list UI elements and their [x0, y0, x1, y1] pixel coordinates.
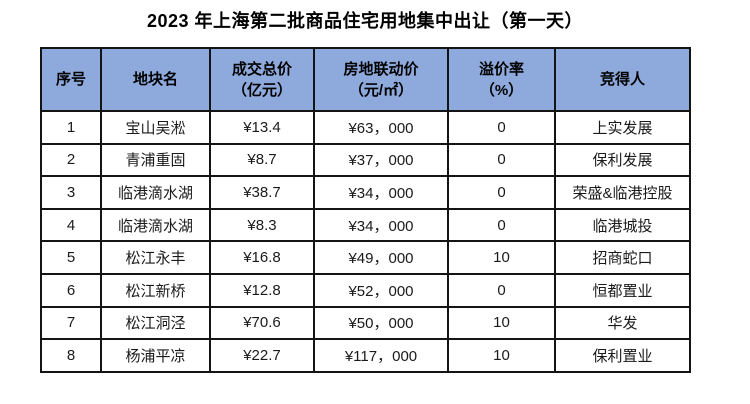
table-row: 2 青浦重固 ¥8.7 ¥37，000 0 保利发展 — [40, 142, 691, 178]
cell-no: 6 — [40, 272, 102, 308]
cell-linked-price: ¥49，000 — [313, 240, 449, 275]
table-body: 1 宝山吴淞 ¥13.4 ¥63，000 0 上实发展 2 青浦重固 ¥8.7 ¥37，000 0 保… — [40, 110, 691, 373]
column-header-plot-name: 地块名 — [100, 47, 211, 112]
table-row: 4 临港滴水湖 ¥8.3 ¥34，000 0 临港城投 — [40, 207, 691, 243]
column-header-label: 序号 — [55, 71, 86, 88]
cell-winner: 保利发展 — [554, 142, 691, 178]
column-header-label: 地块名 — [132, 71, 178, 88]
column-header-unit: （%） — [479, 81, 524, 99]
cell-premium-rate: 10 — [447, 305, 556, 341]
page-title: 2023 年上海第二批商品住宅用地集中出让（第一天） — [146, 11, 584, 31]
cell-plot-name: 松江新桥 — [100, 272, 211, 308]
cell-total-price: ¥22.7 — [209, 338, 315, 373]
cell-no: 5 — [40, 240, 102, 275]
cell-total-price: ¥8.7 — [209, 142, 315, 178]
cell-no: 4 — [40, 207, 102, 243]
cell-plot-name: 松江洞泾 — [100, 305, 211, 341]
cell-plot-name: 宝山吴淞 — [100, 110, 211, 145]
column-header-label: 成交总价 — [231, 60, 292, 78]
cell-winner: 荣盛&临港控股 — [554, 175, 691, 210]
cell-plot-name: 杨浦平凉 — [100, 338, 211, 373]
column-header-unit: （元/㎡） — [348, 81, 414, 99]
column-header-unit: （亿元） — [231, 81, 292, 99]
cell-premium-rate: 0 — [447, 142, 556, 178]
table-header: 序号 地块名 成交总价 （亿元） 房地联动价 （元/㎡） 溢价率 （%） 竞得人 — [40, 47, 691, 112]
header-row: 序号 地块名 成交总价 （亿元） 房地联动价 （元/㎡） 溢价率 （%） 竞得人 — [40, 47, 691, 112]
cell-total-price: ¥38.7 — [209, 175, 315, 210]
cell-premium-rate: 0 — [447, 175, 556, 210]
table-row: 3 临港滴水湖 ¥38.7 ¥34，000 0 荣盛&临港控股 — [40, 175, 691, 210]
cell-linked-price: ¥34，000 — [313, 175, 449, 210]
column-header-winner: 竞得人 — [554, 47, 691, 112]
cell-linked-price: ¥63，000 — [313, 110, 449, 145]
column-header-label: 溢价率 — [478, 60, 524, 78]
table-row: 7 松江洞泾 ¥70.6 ¥50，000 10 华发 — [40, 305, 691, 341]
cell-no: 8 — [40, 338, 102, 373]
cell-plot-name: 临港滴水湖 — [100, 207, 211, 243]
cell-linked-price: ¥34，000 — [313, 207, 449, 243]
cell-winner: 招商蛇口 — [554, 240, 691, 275]
cell-linked-price: ¥117，000 — [313, 338, 449, 373]
cell-total-price: ¥16.8 — [209, 240, 315, 275]
table-row: 6 松江新桥 ¥12.8 ¥52，000 0 恒都置业 — [40, 272, 691, 308]
cell-total-price: ¥70.6 — [209, 305, 315, 341]
land-auction-table: 序号 地块名 成交总价 （亿元） 房地联动价 （元/㎡） 溢价率 （%） 竞得人 1 宝山吴淞 ¥1… — [40, 47, 691, 373]
column-header-label: 竞得人 — [599, 71, 645, 88]
column-header-linked-price: 房地联动价 （元/㎡） — [313, 47, 449, 112]
cell-linked-price: ¥50，000 — [313, 305, 449, 341]
table-row: 8 杨浦平凉 ¥22.7 ¥117，000 10 保利置业 — [40, 338, 691, 373]
column-header-premium-rate: 溢价率 （%） — [447, 47, 556, 112]
cell-total-price: ¥8.3 — [209, 207, 315, 243]
cell-no: 3 — [40, 175, 102, 210]
cell-winner: 恒都置业 — [554, 272, 691, 308]
cell-plot-name: 松江永丰 — [100, 240, 211, 275]
cell-no: 2 — [40, 142, 102, 178]
cell-no: 7 — [40, 305, 102, 341]
cell-premium-rate: 0 — [447, 207, 556, 243]
cell-premium-rate: 10 — [447, 240, 556, 275]
cell-premium-rate: 0 — [447, 272, 556, 308]
cell-winner: 保利置业 — [554, 338, 691, 373]
cell-plot-name: 青浦重固 — [100, 142, 211, 178]
cell-winner: 上实发展 — [554, 110, 691, 145]
column-header-no: 序号 — [40, 47, 102, 112]
table-row: 1 宝山吴淞 ¥13.4 ¥63，000 0 上实发展 — [40, 110, 691, 145]
cell-plot-name: 临港滴水湖 — [100, 175, 211, 210]
cell-total-price: ¥12.8 — [209, 272, 315, 308]
cell-premium-rate: 10 — [447, 338, 556, 373]
column-header-total-price: 成交总价 （亿元） — [209, 47, 315, 112]
table-row: 5 松江永丰 ¥16.8 ¥49，000 10 招商蛇口 — [40, 240, 691, 275]
cell-winner: 华发 — [554, 305, 691, 341]
cell-linked-price: ¥52，000 — [313, 272, 449, 308]
cell-total-price: ¥13.4 — [209, 110, 315, 145]
cell-premium-rate: 0 — [447, 110, 556, 145]
cell-winner: 临港城投 — [554, 207, 691, 243]
cell-linked-price: ¥37，000 — [313, 142, 449, 178]
column-header-label: 房地联动价 — [343, 60, 419, 78]
cell-no: 1 — [40, 110, 102, 145]
